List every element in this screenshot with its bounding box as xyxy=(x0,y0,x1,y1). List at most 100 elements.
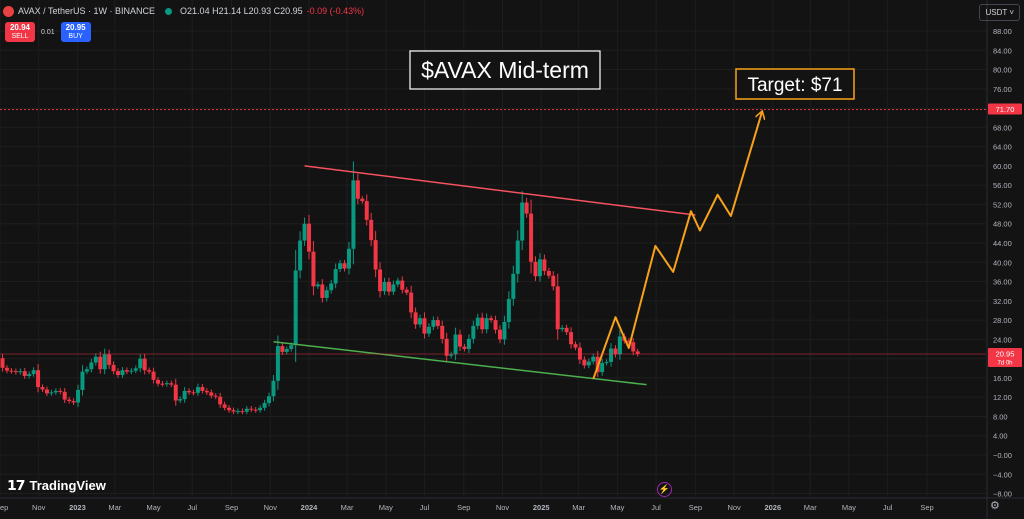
candle-body xyxy=(431,320,436,327)
candle-body xyxy=(577,347,582,360)
sell-button[interactable]: 20.94 SELL xyxy=(5,22,35,42)
candle xyxy=(284,346,289,355)
candle-body xyxy=(529,213,534,262)
candle-body xyxy=(542,259,547,271)
candle xyxy=(537,253,542,282)
x-tick-label: Mar xyxy=(804,503,817,512)
y-tick-label: 12.00 xyxy=(993,393,1012,402)
candle xyxy=(244,406,249,415)
candle-body xyxy=(444,338,449,356)
drawings-layer xyxy=(0,109,986,386)
candle-body xyxy=(62,391,67,400)
candle xyxy=(138,354,143,373)
price-change: -0.09 (-0.43%) xyxy=(306,6,365,16)
candle xyxy=(18,368,23,375)
candle xyxy=(524,197,529,218)
candle-body xyxy=(22,371,27,376)
y-tick-label: 52.00 xyxy=(993,200,1012,209)
y-tick-label: 40.00 xyxy=(993,258,1012,267)
candle xyxy=(53,388,58,395)
candle-body xyxy=(426,326,431,334)
candle-body xyxy=(67,399,72,402)
candle xyxy=(142,353,147,375)
candle-body xyxy=(502,322,507,340)
candle-body xyxy=(400,280,405,290)
y-tick-label: 16.00 xyxy=(993,374,1012,383)
candle xyxy=(275,335,280,390)
candle-body xyxy=(280,346,285,352)
candle xyxy=(22,368,27,379)
candle-body xyxy=(324,290,329,298)
y-tick-label: 8.00 xyxy=(993,412,1008,421)
candle-body xyxy=(564,327,569,333)
symbol-title[interactable]: AVAX / TetherUS · 1W · BINANCE xyxy=(18,6,156,16)
candle xyxy=(129,368,134,375)
target-annotation: Target: $71 xyxy=(747,75,842,96)
gear-icon[interactable]: ⚙ xyxy=(990,500,1000,512)
candle xyxy=(155,376,160,387)
candle xyxy=(449,351,454,359)
lightning-icon[interactable]: ⚡ xyxy=(657,482,672,497)
candle-body xyxy=(71,401,76,403)
candle xyxy=(173,378,178,406)
y-tick-label: 48.00 xyxy=(993,220,1012,229)
x-tick-label: Sep xyxy=(689,503,702,512)
candle xyxy=(564,324,569,335)
candle xyxy=(151,367,156,384)
candle-body xyxy=(120,370,125,376)
candle xyxy=(493,315,498,334)
candle-body xyxy=(515,240,520,274)
candle-body xyxy=(422,318,427,334)
candle xyxy=(187,388,192,395)
candle xyxy=(160,381,165,387)
candle xyxy=(351,161,356,265)
candle-body xyxy=(58,390,63,392)
candle xyxy=(462,343,467,352)
y-tick-label: 68.00 xyxy=(993,123,1012,132)
sell-label: SELL xyxy=(11,33,29,40)
tradingview-logo[interactable]: 𝟭𝟳 TradingView xyxy=(7,477,106,494)
y-tick-label: −8.00 xyxy=(993,490,1012,499)
candle xyxy=(293,249,298,363)
x-tick-label: Jul xyxy=(187,503,197,512)
candle xyxy=(120,367,125,378)
x-tick-label: Jul xyxy=(420,503,430,512)
candle xyxy=(475,313,480,330)
candle xyxy=(573,341,578,351)
candle xyxy=(506,291,511,329)
y-tick-label: 44.00 xyxy=(993,239,1012,248)
candle xyxy=(378,262,383,298)
candle xyxy=(182,386,187,403)
candle-body xyxy=(364,201,369,220)
ohlc-values: O21.04 H21.14 L20.93 C20.95 xyxy=(180,6,303,16)
candle xyxy=(431,316,436,331)
candle-body xyxy=(453,334,458,355)
symbol-header: AVAX / TetherUS · 1W · BINANCE O21.04 H2… xyxy=(3,3,364,19)
candle-body xyxy=(182,390,187,400)
candle-body xyxy=(497,329,502,340)
candle xyxy=(231,407,236,415)
candle-body xyxy=(338,263,343,270)
candle xyxy=(93,353,98,366)
candle xyxy=(391,280,396,296)
candle xyxy=(164,380,169,387)
candle-body xyxy=(480,317,485,330)
candle xyxy=(364,194,369,226)
candle-body xyxy=(164,383,169,385)
candle-body xyxy=(147,370,152,372)
candle-body xyxy=(53,390,58,393)
candle-body xyxy=(231,410,236,412)
candle-body xyxy=(204,390,209,393)
resistance-trendline xyxy=(304,165,696,216)
candle xyxy=(31,367,36,377)
currency-selector[interactable]: USDT ˅ xyxy=(979,4,1020,21)
buy-label: BUY xyxy=(68,33,83,40)
candle xyxy=(529,199,534,274)
candle xyxy=(360,196,365,204)
candle xyxy=(413,307,418,329)
candle xyxy=(600,358,605,376)
candle-body xyxy=(195,387,200,393)
buy-button[interactable]: 20.95 BUY xyxy=(60,22,91,42)
y-tick-label: −4.00 xyxy=(993,470,1012,479)
